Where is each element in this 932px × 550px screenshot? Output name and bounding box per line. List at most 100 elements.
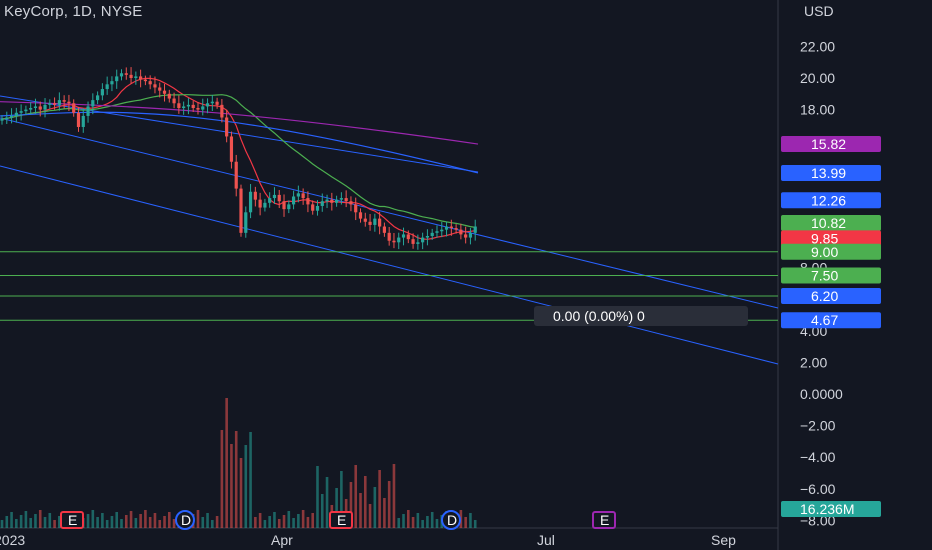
candle-body[interactable]	[158, 87, 162, 91]
candle-body[interactable]	[306, 198, 310, 205]
candle-body[interactable]	[177, 103, 181, 109]
candle-body[interactable]	[0, 119, 4, 121]
candle-body[interactable]	[406, 234, 410, 240]
candle-body[interactable]	[52, 103, 57, 105]
candle-body[interactable]	[392, 240, 396, 243]
candle-body[interactable]	[5, 117, 9, 120]
candle-body[interactable]	[91, 100, 95, 107]
candle-body[interactable]	[248, 191, 253, 213]
candle-body[interactable]	[277, 194, 281, 202]
candle-body[interactable]	[182, 106, 186, 109]
earnings-marker[interactable]	[329, 511, 353, 529]
candle-body[interactable]	[72, 103, 76, 113]
candle-body[interactable]	[143, 79, 147, 82]
candle-body[interactable]	[57, 100, 61, 105]
candle-body[interactable]	[435, 231, 439, 233]
candle-body[interactable]	[201, 106, 205, 110]
candle-body[interactable]	[225, 117, 229, 137]
candle-body[interactable]	[425, 236, 430, 238]
candle-body[interactable]	[363, 218, 367, 222]
candle-body[interactable]	[76, 112, 81, 127]
candle-body[interactable]	[440, 229, 444, 232]
candle-body[interactable]	[430, 232, 434, 236]
candle-body[interactable]	[421, 237, 425, 243]
candle-body[interactable]	[33, 106, 38, 109]
candle-body[interactable]	[272, 194, 277, 199]
candle-body[interactable]	[296, 193, 300, 197]
candle-body[interactable]	[330, 199, 334, 203]
trend-channel-line[interactable]	[0, 117, 779, 309]
dividend-marker[interactable]	[175, 510, 195, 530]
candle-body[interactable]	[172, 98, 176, 104]
candle-body[interactable]	[96, 95, 100, 101]
candle-body[interactable]	[397, 237, 401, 243]
candle-body[interactable]	[416, 242, 420, 244]
candle-body[interactable]	[291, 196, 296, 205]
candle-body[interactable]	[239, 188, 243, 233]
candle-body[interactable]	[148, 81, 152, 85]
candle-body[interactable]	[454, 228, 458, 230]
candle-body[interactable]	[129, 74, 133, 78]
candle-body[interactable]	[253, 191, 257, 200]
candle-body[interactable]	[86, 106, 90, 116]
candle-body[interactable]	[382, 226, 386, 233]
candle-body[interactable]	[14, 112, 18, 116]
candle-body[interactable]	[459, 229, 463, 235]
candle-body[interactable]	[29, 108, 33, 110]
candle-body[interactable]	[468, 232, 473, 238]
candle-body[interactable]	[401, 234, 406, 238]
candle-body[interactable]	[339, 198, 343, 200]
candle-body[interactable]	[320, 201, 324, 206]
candle-body[interactable]	[473, 226, 477, 233]
candle-body[interactable]	[268, 198, 272, 203]
candle-body[interactable]	[186, 104, 191, 107]
candle-body[interactable]	[105, 84, 109, 90]
candle-body[interactable]	[100, 89, 104, 96]
candle-body[interactable]	[301, 193, 305, 199]
candle-body[interactable]	[196, 108, 200, 110]
candle-body[interactable]	[444, 226, 449, 230]
candle-body[interactable]	[134, 76, 138, 78]
candle-body[interactable]	[48, 103, 52, 105]
candle-body[interactable]	[81, 115, 85, 127]
candle-body[interactable]	[191, 104, 195, 109]
candle-body[interactable]	[153, 84, 157, 88]
candle-body[interactable]	[354, 204, 358, 213]
candle-body[interactable]	[167, 93, 171, 99]
candle-body[interactable]	[315, 205, 320, 211]
candle-body[interactable]	[24, 109, 28, 112]
earnings-marker[interactable]	[60, 511, 84, 529]
candle-body[interactable]	[464, 234, 468, 238]
candle-body[interactable]	[263, 202, 267, 208]
trend-channel-line[interactable]	[0, 165, 779, 365]
candle-body[interactable]	[119, 73, 124, 77]
candle-body[interactable]	[387, 232, 391, 241]
candle-body[interactable]	[229, 136, 234, 162]
candle-body[interactable]	[43, 104, 47, 110]
candle-body[interactable]	[335, 199, 339, 203]
candle-body[interactable]	[373, 218, 377, 225]
earnings-marker[interactable]	[592, 511, 616, 529]
candle-body[interactable]	[67, 101, 71, 104]
candle-body[interactable]	[449, 226, 453, 229]
candle-body[interactable]	[344, 198, 348, 202]
candle-body[interactable]	[282, 201, 286, 210]
candle-body[interactable]	[205, 103, 210, 107]
candle-body[interactable]	[110, 81, 114, 85]
candle-body[interactable]	[19, 111, 23, 113]
candle-body[interactable]	[215, 101, 219, 105]
candle-body[interactable]	[258, 199, 262, 208]
candle-body[interactable]	[62, 100, 66, 102]
candle-body[interactable]	[411, 239, 415, 244]
dividend-marker[interactable]	[441, 510, 461, 530]
candle-body[interactable]	[162, 90, 167, 94]
candle-body[interactable]	[38, 106, 42, 110]
candle-body[interactable]	[325, 199, 329, 202]
candle-body[interactable]	[139, 76, 143, 80]
candle-body[interactable]	[358, 212, 363, 219]
candle-body[interactable]	[9, 115, 14, 118]
candle-body[interactable]	[244, 212, 248, 233]
candle-body[interactable]	[311, 204, 315, 211]
candle-body[interactable]	[349, 201, 353, 205]
